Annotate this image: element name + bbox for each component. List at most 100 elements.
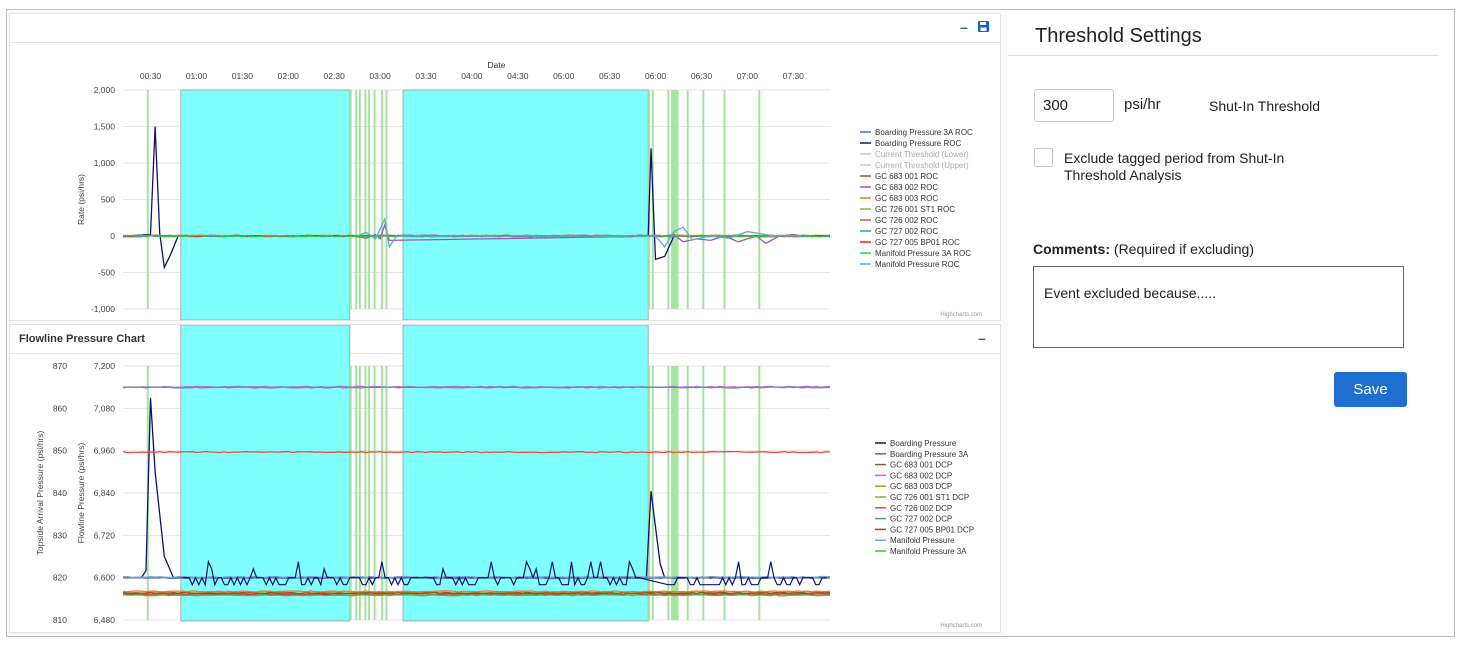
floppy-disk-icon[interactable] <box>978 21 990 33</box>
legend-item: GC 683 001 DCP <box>890 461 952 470</box>
threshold-input[interactable] <box>1034 89 1114 122</box>
y2-tick-label: 810 <box>53 615 67 625</box>
shaded-period <box>180 89 351 320</box>
comments-hint: (Required if excluding) <box>1113 241 1254 257</box>
x-tick-label: 04:30 <box>507 71 529 81</box>
flowline-chart-title: Flowline Pressure Chart <box>19 333 145 345</box>
legend-item: Current Threshold (Upper) <box>875 161 969 170</box>
minus-icon[interactable]: – <box>978 330 986 346</box>
x-tick-label: 06:00 <box>645 71 667 81</box>
y-tick-label: 500 <box>101 195 115 205</box>
legend-item: Manifold Pressure 3A <box>890 547 967 556</box>
rate-chart-header: – <box>10 14 1000 43</box>
legend-item: GC 726 001 ST1 DCP <box>890 493 969 502</box>
y-tick-label: 2,000 <box>94 85 116 95</box>
threshold-unit: psi/hr <box>1124 96 1161 113</box>
rate-chart-panel: – 2,000 1,500 1,000 500 0 -500 -1,000 Rate (psi… <box>9 13 1001 321</box>
legend-item: GC 683 003 ROC <box>875 194 938 203</box>
series-line <box>122 594 831 597</box>
legend-item: Boarding Pressure <box>890 439 957 448</box>
settings-divider <box>1008 55 1439 56</box>
x-tick-label: 07:30 <box>783 71 805 81</box>
x-tick-label: 07:00 <box>737 71 759 81</box>
minus-icon[interactable]: – <box>960 19 968 35</box>
x-axis-title: Date <box>488 60 506 70</box>
legend-item: GC 727 002 ROC <box>875 227 938 236</box>
y-tick-label: 6,840 <box>94 488 116 498</box>
legend-item: GC 726 002 DCP <box>890 504 952 513</box>
shaded-period <box>402 89 649 320</box>
boarding-pressure-oscillation <box>182 559 823 587</box>
legend-item: GC 726 001 ST1 ROC <box>875 205 955 214</box>
x-tick-label: 00:30 <box>140 71 162 81</box>
x-tick-label: 02:30 <box>324 71 346 81</box>
y-axis-title: Rate (psi/hrs) <box>76 174 86 225</box>
y-tick-label: 1,500 <box>94 122 116 132</box>
legend-item: GC 683 002 ROC <box>875 183 938 192</box>
threshold-settings-panel: Threshold Settings psi/hr Shut-In Thresh… <box>1008 10 1453 635</box>
rate-chart: 2,000 1,500 1,000 500 0 -500 -1,000 Rate (psi/h… <box>76 60 982 320</box>
series-line <box>122 592 831 596</box>
legend-item: Current Threshold (Lower) <box>875 150 969 159</box>
y-axis-title: Flowline Pressure (psi/hrs) <box>76 443 86 544</box>
x-tick-label: 03:00 <box>369 71 391 81</box>
legend-item: GC 683 003 DCP <box>890 482 952 491</box>
x-tick-label: 04:00 <box>461 71 483 81</box>
y-tick-label: 6,480 <box>94 615 116 625</box>
y-tick-label: 6,720 <box>94 530 116 540</box>
legend-item: Manifold Pressure ROC <box>875 260 960 269</box>
highcharts-credit: Highcharts.com <box>940 623 982 629</box>
x-tick-label: 05:00 <box>553 71 575 81</box>
y-tick-label: 0 <box>110 231 115 241</box>
x-tick-label: 01:00 <box>186 71 208 81</box>
series-line <box>356 217 803 249</box>
legend-item: Boarding Pressure ROC <box>875 139 961 148</box>
series-line <box>122 591 831 595</box>
y2-tick-label: 830 <box>53 530 67 540</box>
legend-item: GC 683 002 DCP <box>890 471 952 480</box>
y-tick-label: 6,600 <box>94 573 116 583</box>
y2-tick-label: 820 <box>53 573 67 583</box>
legend-item: Manifold Pressure 3A ROC <box>875 249 971 258</box>
y2-axis-title: Topside Arrival Pressure (psi/hrs) <box>35 430 45 555</box>
series-line <box>122 590 831 593</box>
legend-item: GC 726 002 ROC <box>875 216 938 225</box>
comments-textarea[interactable]: Event excluded because..... <box>1033 266 1404 348</box>
comments-label: Comments: (Required if excluding) <box>1033 241 1254 257</box>
y-tick-label: 1,000 <box>94 158 116 168</box>
x-tick-label: 02:00 <box>278 71 300 81</box>
exclude-checkbox-label: Exclude tagged period from Shut-In Thres… <box>1064 150 1285 183</box>
legend-item: Boarding Pressure 3A ROC <box>875 128 973 137</box>
y2-tick-label: 860 <box>53 403 67 413</box>
legend-item: Boarding Pressure 3A <box>890 450 969 459</box>
y-tick-label: -1,000 <box>91 304 115 314</box>
y-tick-label: 7,080 <box>94 403 116 413</box>
x-tick-label: 06:30 <box>691 71 713 81</box>
series-line <box>122 575 831 579</box>
series-line <box>122 386 831 389</box>
y2-tick-label: 840 <box>53 488 67 498</box>
x-tick-label: 03:30 <box>415 71 437 81</box>
y-tick-label: 6,960 <box>94 446 116 456</box>
settings-title: Threshold Settings <box>1035 25 1202 47</box>
legend-item: GC 727 005 BP01 DCP <box>890 525 974 534</box>
legend-item: GC 727 002 DCP <box>890 515 952 524</box>
threshold-label: Shut-In Threshold <box>1209 98 1321 114</box>
y2-tick-label: 870 <box>53 361 67 371</box>
comments-label-bold: Comments: <box>1033 241 1111 257</box>
y-tick-label: 7,200 <box>94 361 116 371</box>
flowline-chart: 7,200 7,080 6,960 6,840 6,720 6,600 6,480 870 86… <box>35 325 982 629</box>
x-tick-label: 05:30 <box>599 71 621 81</box>
flowline-chart-panel: Flowline Pressure Chart – 7,200 7,080 6,96… <box>9 324 1001 633</box>
shaded-period <box>180 325 351 622</box>
legend-item: GC 683 001 ROC <box>875 172 938 181</box>
save-button[interactable]: Save <box>1334 372 1407 407</box>
legend-item: GC 727 005 BP01 ROC <box>875 238 960 247</box>
exclude-checkbox[interactable] <box>1034 148 1053 167</box>
y2-tick-label: 850 <box>53 446 67 456</box>
series-line <box>352 222 803 245</box>
series-line <box>122 450 831 454</box>
legend-item: Manifold Pressure <box>890 536 955 545</box>
series-line <box>122 576 831 580</box>
highcharts-credit: Highcharts.com <box>940 312 982 318</box>
